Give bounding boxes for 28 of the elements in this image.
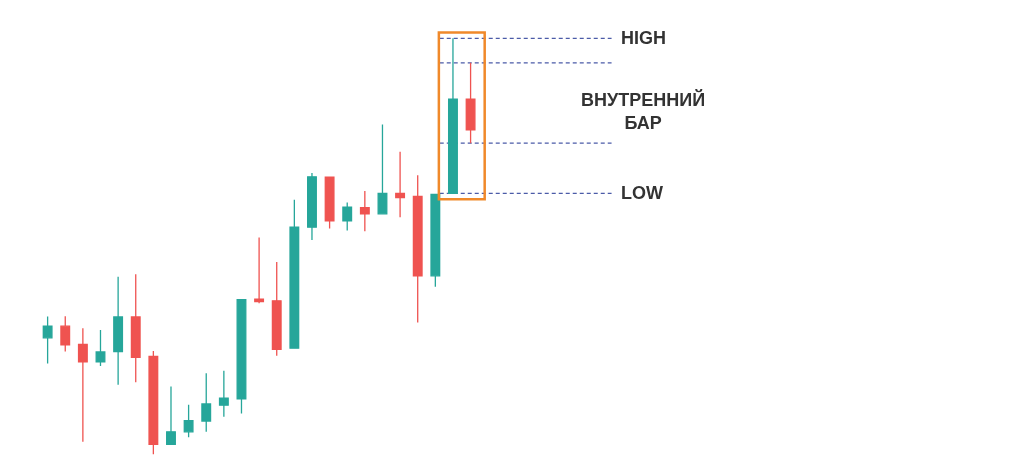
candlestick [447,37,458,195]
candlestick [113,276,124,386]
candlestick [218,370,229,418]
text: ВНУТРЕННИЙ БАР [581,89,706,134]
candlestick [377,123,388,215]
candlestick [254,236,265,304]
candlestick [42,315,53,365]
candlestick [130,273,141,383]
candlestick [183,404,194,438]
ref-line-label: LOW [621,183,663,203]
candlestick [60,315,71,353]
candlestick [307,172,317,241]
candlestick [95,329,106,367]
candlestick [236,298,247,415]
ref-line-label: HIGH [621,28,666,48]
candlestick [289,199,300,349]
candlestick [271,261,282,357]
candlestick [465,62,476,144]
candlestick [148,350,159,455]
candlestick [412,174,423,324]
candlestick [324,176,335,230]
candlestick [430,193,441,288]
candlestick [166,385,176,446]
candlestick [77,327,88,443]
candlestick [201,372,212,433]
candlestick [342,201,353,232]
candlestick [395,151,406,218]
candlestick [359,190,370,232]
